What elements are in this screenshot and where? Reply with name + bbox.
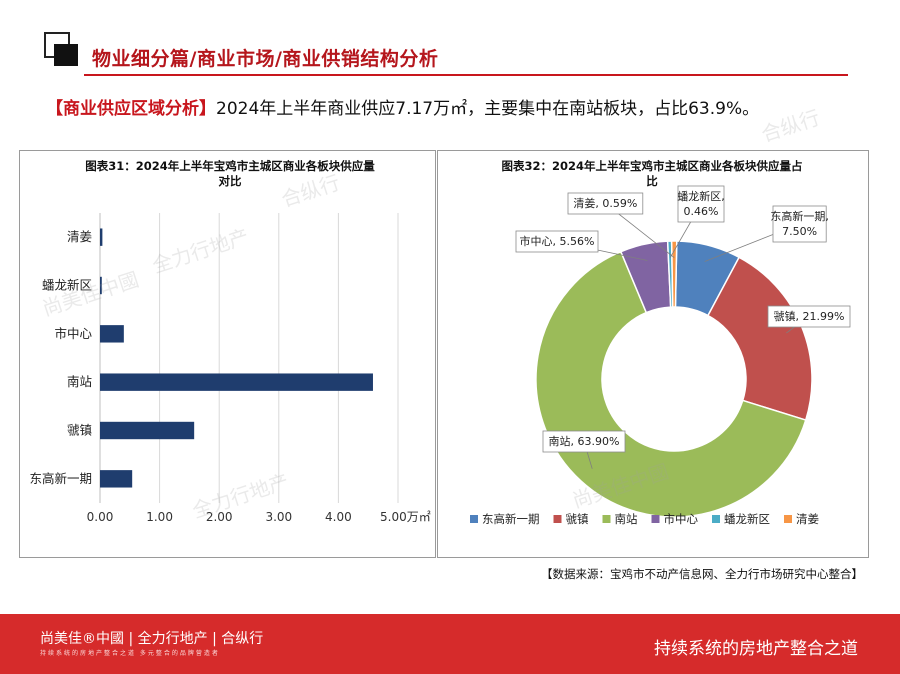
bar: [100, 325, 124, 343]
data-label: 清姜, 0.59%: [573, 196, 637, 210]
header-divider: [84, 74, 848, 76]
y-category-label: 虢镇: [67, 423, 92, 438]
y-category-label: 蟠龙新区: [42, 278, 92, 293]
data-label-box: [515, 230, 599, 253]
y-category-label: 清姜: [67, 229, 92, 244]
legend-label: 南站: [615, 512, 638, 526]
page-title: 物业细分篇/商业市场/商业供销结构分析: [92, 48, 439, 70]
chart32-title: 图表32：2024年上半年宝鸡市主城区商业各板块供应量占 比: [482, 159, 822, 189]
legend-swatch: [651, 515, 660, 523]
legend-swatch: [602, 515, 611, 523]
data-label: 虢镇, 21.99%: [774, 309, 845, 323]
y-category-label: 市中心: [54, 326, 92, 341]
legend-label: 清姜: [796, 512, 819, 526]
x-tick-label: 1.00: [146, 510, 173, 524]
bar: [100, 470, 133, 488]
footer-bar: 尚美佳®中國 | 全力行地产 | 合纵行 持续系统的房地产整合之道 多元整合的品…: [0, 614, 900, 674]
chart31-title-line2: 对比: [218, 174, 242, 188]
bar: [100, 421, 195, 440]
doughnut-chart: 东高新一期, 7.50% 虢镇, 21.99% 南站, 63.90% 市中心, 5.56…: [470, 185, 851, 526]
legend-swatch: [784, 515, 792, 523]
bar-chart: 0.00 1.00 2.00 3.00 4.00 5.00万㎡ 清姜蟠龙新区市中心南站虢镇东…: [29, 213, 431, 524]
data-source-note: 【数据来源：宝鸡市不动产信息网、全力行市场研究中心整合】: [541, 567, 863, 581]
doughnut-slice: [670, 240, 678, 308]
y-category-label: 南站: [67, 374, 92, 389]
y-category-label: 东高新一期: [29, 471, 92, 486]
data-label-box: [767, 305, 851, 328]
chart32-panel: 图表32：2024年上半年宝鸡市主城区商业各板块供应量占 比 东高新一期, 7.5…: [437, 150, 869, 558]
watermark: 合纵行: [758, 105, 823, 147]
chart32-title-line1: 图表32：2024年上半年宝鸡市主城区商业各板块供应量占: [501, 159, 803, 173]
data-label-box: [567, 192, 644, 215]
bar: [100, 276, 102, 295]
chart32-title-line2: 比: [646, 174, 658, 188]
x-tick-label: 5.00万㎡: [380, 510, 431, 524]
data-label-box: [772, 205, 827, 243]
chart31-title-line1: 图表31：2024年上半年宝鸡市主城区商业各板块供应量: [85, 159, 375, 173]
chart31-title: 图表31：2024年上半年宝鸡市主城区商业各板块供应量 对比: [60, 159, 400, 189]
legend-label: 虢镇: [566, 512, 589, 526]
data-label: 东高新一期, 7.50%: [770, 209, 829, 238]
data-label: 蟠龙新区, 0.46%: [677, 189, 725, 218]
x-tick-label: 3.00: [265, 510, 292, 524]
legend-label: 蟠龙新区: [724, 512, 770, 526]
subtitle-tag: 【商业供应区域分析】: [46, 99, 216, 119]
x-tick-label: 0.00: [87, 510, 114, 524]
footer-brand-sub: 持续系统的房地产整合之道 多元整合的品牌营造者: [40, 650, 220, 657]
doughnut-slice: [706, 256, 813, 422]
subtitle-text: 2024年上半年商业供应7.17万㎡，主要集中在南站板块，占比63.9%。: [216, 99, 760, 119]
data-label-box: [542, 430, 626, 453]
chart31-panel: 图表31：2024年上半年宝鸡市主城区商业各板块供应量 对比 0.00 1.00 2…: [19, 150, 436, 558]
footer-brand: 尚美佳®中國 | 全力行地产 | 合纵行: [40, 631, 264, 647]
legend-swatch: [712, 515, 720, 523]
data-label-box: [677, 185, 725, 223]
legend-label: 市中心: [664, 512, 699, 526]
data-label: 南站, 63.90%: [549, 434, 620, 448]
legend-swatch: [553, 515, 562, 523]
x-tick-label: 2.00: [206, 510, 233, 524]
header-logo-icon: [44, 32, 78, 66]
legend-label: 东高新一期: [482, 512, 540, 526]
footer-slogan: 持续系统的房地产整合之道: [654, 639, 858, 659]
x-tick-label: 4.00: [325, 510, 352, 524]
page-subtitle: 【商业供应区域分析】2024年上半年商业供应7.17万㎡，主要集中在南站板块，占…: [46, 94, 759, 119]
bar: [100, 373, 373, 391]
bar: [100, 228, 103, 246]
legend-swatch: [470, 515, 478, 523]
data-label: 市中心, 5.56%: [520, 234, 595, 248]
